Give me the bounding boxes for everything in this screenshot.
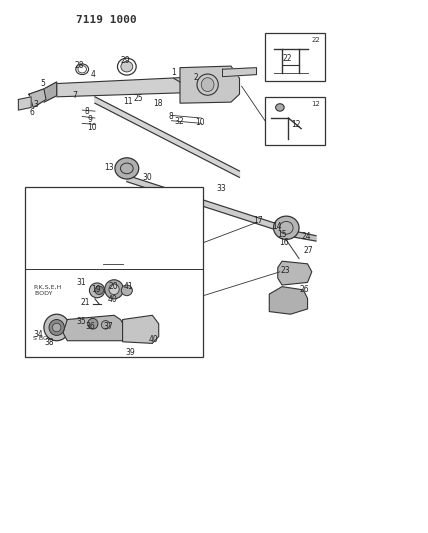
Polygon shape — [269, 287, 308, 314]
Ellipse shape — [44, 314, 69, 341]
Text: 8: 8 — [85, 107, 89, 116]
Ellipse shape — [101, 320, 110, 329]
Text: 3: 3 — [34, 100, 39, 109]
Bar — [265, 97, 324, 144]
Polygon shape — [56, 76, 223, 97]
Text: 13: 13 — [104, 163, 114, 172]
Text: 40: 40 — [149, 335, 158, 344]
Text: 33: 33 — [217, 183, 226, 192]
Bar — [265, 33, 324, 81]
Text: 37: 37 — [104, 322, 113, 331]
Polygon shape — [44, 82, 56, 102]
Text: 32: 32 — [174, 117, 184, 126]
Text: 41: 41 — [123, 282, 133, 291]
Text: 12: 12 — [291, 120, 301, 130]
Text: 7119 1000: 7119 1000 — [76, 14, 137, 25]
Text: 7: 7 — [72, 91, 77, 100]
Text: 34: 34 — [33, 330, 43, 339]
Text: 11: 11 — [123, 96, 133, 106]
Text: 4: 4 — [90, 70, 95, 79]
Text: 6: 6 — [30, 108, 34, 117]
Text: 1: 1 — [171, 68, 176, 77]
Text: 39: 39 — [125, 349, 135, 358]
Text: 14: 14 — [272, 222, 282, 231]
Text: 31: 31 — [77, 278, 86, 287]
Text: 17: 17 — [253, 216, 263, 225]
Text: P,K,S,E,H
 BODY: P,K,S,E,H BODY — [33, 285, 62, 296]
Polygon shape — [127, 175, 278, 230]
Text: 22: 22 — [282, 54, 292, 62]
Polygon shape — [286, 229, 316, 241]
Bar — [25, 187, 203, 357]
Polygon shape — [18, 97, 31, 110]
Polygon shape — [180, 66, 240, 103]
Ellipse shape — [121, 61, 133, 72]
Text: 8: 8 — [168, 112, 173, 122]
Text: 25: 25 — [134, 94, 143, 103]
Text: 36: 36 — [85, 322, 95, 331]
Ellipse shape — [201, 78, 214, 92]
Ellipse shape — [273, 216, 299, 239]
Text: 9: 9 — [87, 115, 92, 124]
Text: 15: 15 — [277, 230, 286, 239]
Polygon shape — [122, 316, 159, 343]
Ellipse shape — [109, 284, 119, 295]
Ellipse shape — [276, 104, 284, 111]
Ellipse shape — [105, 280, 123, 299]
Text: 18: 18 — [153, 99, 163, 108]
Text: 10: 10 — [88, 123, 97, 132]
Text: 29: 29 — [121, 56, 131, 65]
Ellipse shape — [121, 285, 132, 296]
Text: 24: 24 — [302, 232, 312, 241]
Text: 21: 21 — [81, 298, 90, 307]
Ellipse shape — [115, 158, 139, 179]
Polygon shape — [278, 261, 312, 285]
Text: 23: 23 — [281, 266, 290, 275]
Text: 5: 5 — [41, 78, 45, 87]
Text: 28: 28 — [74, 61, 83, 70]
Ellipse shape — [88, 318, 98, 329]
Text: 10: 10 — [196, 118, 205, 127]
Ellipse shape — [49, 319, 64, 335]
Ellipse shape — [95, 286, 104, 295]
Text: 12: 12 — [312, 101, 320, 107]
Text: 30: 30 — [142, 173, 152, 182]
Text: 19: 19 — [91, 285, 101, 294]
Text: 2: 2 — [194, 73, 199, 82]
Text: 40: 40 — [108, 295, 118, 304]
Ellipse shape — [89, 283, 105, 298]
Polygon shape — [95, 97, 240, 177]
Text: 27: 27 — [303, 246, 313, 255]
Polygon shape — [223, 68, 256, 77]
Text: 20: 20 — [108, 282, 118, 291]
Text: 38: 38 — [44, 338, 54, 347]
Polygon shape — [29, 89, 46, 108]
Text: 16: 16 — [279, 238, 288, 247]
Polygon shape — [63, 316, 127, 341]
Ellipse shape — [52, 323, 61, 332]
Text: 26: 26 — [299, 285, 309, 294]
Text: 22: 22 — [312, 37, 320, 44]
Text: 35: 35 — [77, 317, 86, 326]
Text: S BODY: S BODY — [33, 336, 56, 341]
